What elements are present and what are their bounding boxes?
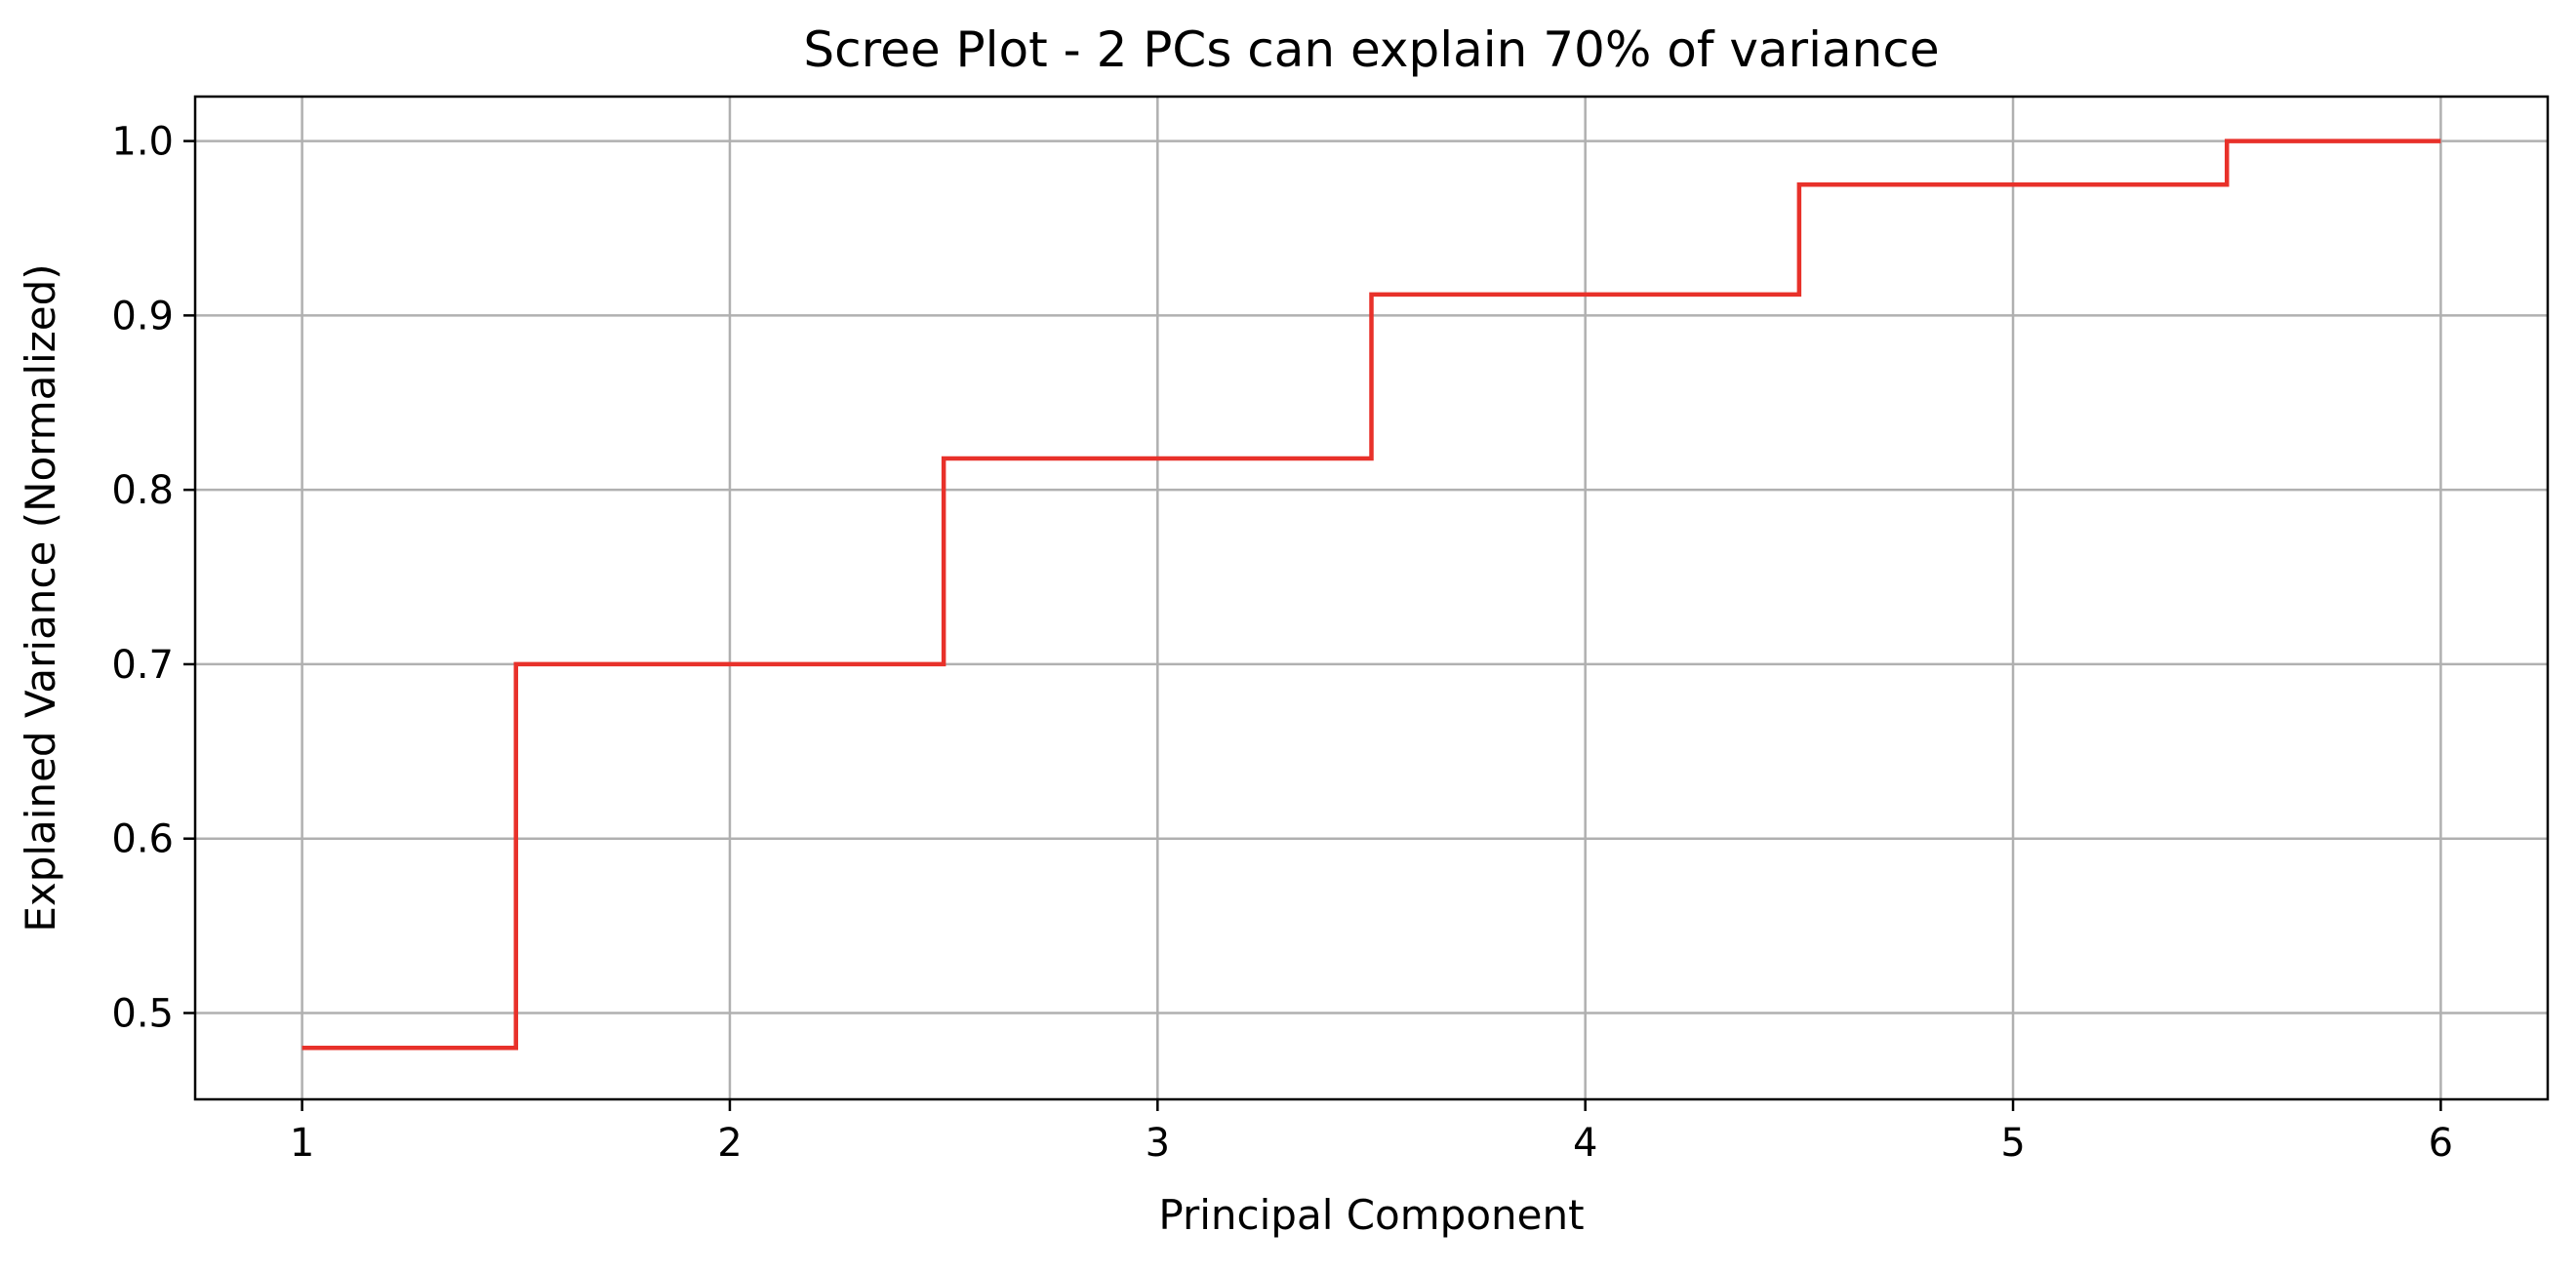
x-tick-label: 6	[2429, 1121, 2453, 1166]
x-tick-label: 5	[2000, 1121, 2025, 1166]
x-tick-label: 4	[1573, 1121, 1597, 1166]
y-tick-label: 0.6	[111, 817, 174, 862]
series-line-0	[302, 139, 2441, 1051]
y-tick-label: 0.9	[111, 294, 174, 338]
series-layer	[302, 139, 2441, 1051]
x-tick-label: 3	[1146, 1121, 1170, 1166]
x-axis-ticks: 1 2 3 4 5 6	[290, 1099, 2453, 1166]
y-tick-label: 1.0	[111, 120, 174, 165]
chart-title: Scree Plot - 2 PCs can explain 70% of va…	[803, 21, 1939, 78]
x-tick-label: 1	[290, 1121, 314, 1166]
x-axis-label: Principal Component	[1158, 1191, 1584, 1239]
plot-frame	[193, 95, 2550, 1101]
y-tick-label: 0.7	[111, 643, 174, 688]
grid	[195, 97, 2548, 1099]
x-tick-label: 2	[717, 1121, 742, 1166]
y-tick-label: 0.8	[111, 468, 174, 513]
y-axis-ticks: 0.5 0.6 0.7 0.8 0.9 1.0	[111, 120, 195, 1037]
y-axis-label: Explained Variance (Normalized)	[17, 263, 64, 932]
y-tick-label: 0.5	[111, 992, 174, 1037]
